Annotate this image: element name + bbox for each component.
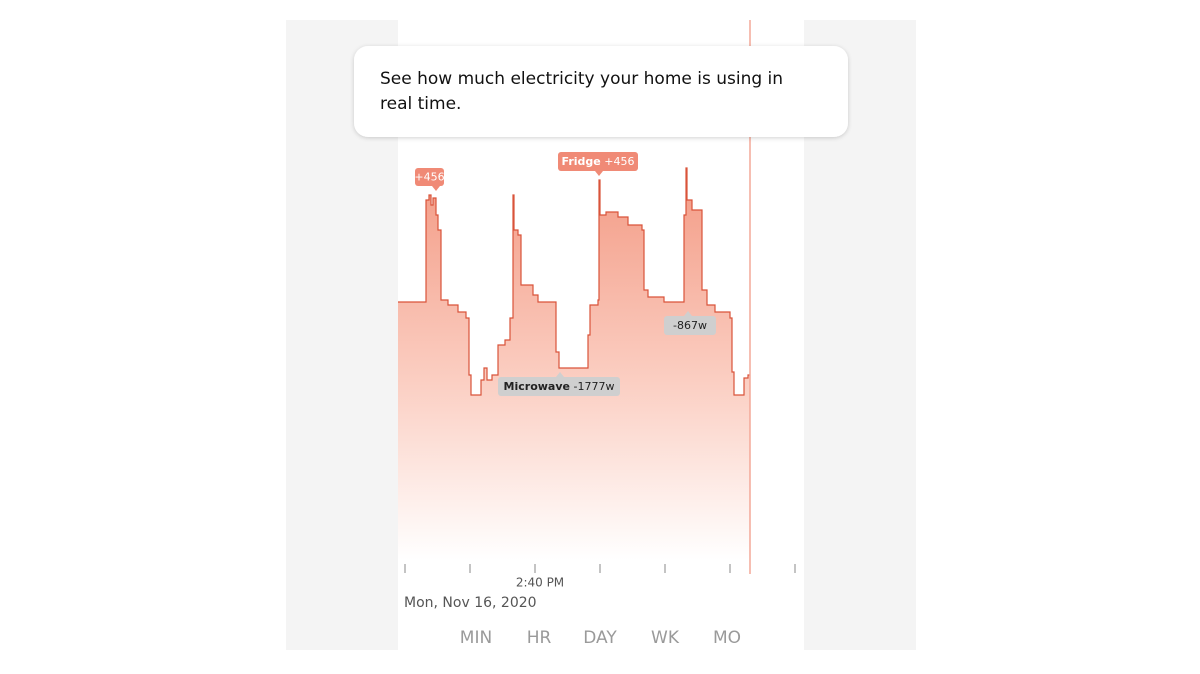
annotation-value: +456 (414, 171, 444, 184)
range-tabs: MIN HR DAY WK MO (460, 628, 741, 648)
annotation-value: -867w (673, 319, 707, 332)
annotation: Fridge +456 (558, 152, 638, 176)
range-tab[interactable]: WK (651, 628, 680, 648)
range-tab[interactable]: DAY (583, 628, 617, 648)
annotation: +456 (414, 168, 445, 191)
tooltip-text: real time. (380, 94, 461, 114)
date-label: Mon, Nov 16, 2020 (404, 595, 537, 611)
range-tab[interactable]: MO (713, 628, 741, 648)
tooltip-text: See how much electricity your home is us… (380, 69, 783, 89)
annotation-label: Fridge +456 (562, 155, 635, 168)
range-tab[interactable]: MIN (460, 628, 492, 648)
range-tab[interactable]: HR (527, 628, 552, 648)
annotation: -867w (664, 311, 716, 335)
annotation-value: +456 (604, 155, 634, 168)
tooltip: See how much electricity your home is us… (354, 46, 848, 137)
annotation-name: Microwave (504, 380, 570, 393)
time-ticks (404, 564, 796, 573)
usage-line (398, 167, 750, 396)
tooltip-box (354, 46, 848, 137)
usage-area (398, 168, 750, 560)
annotation-value: -1777w (573, 380, 614, 393)
annotation-name: Fridge (562, 155, 601, 168)
annotation-label: Microwave -1777w (504, 380, 615, 393)
annotation: Microwave -1777w (498, 372, 620, 396)
time-label: 2:40 PM (516, 576, 564, 590)
